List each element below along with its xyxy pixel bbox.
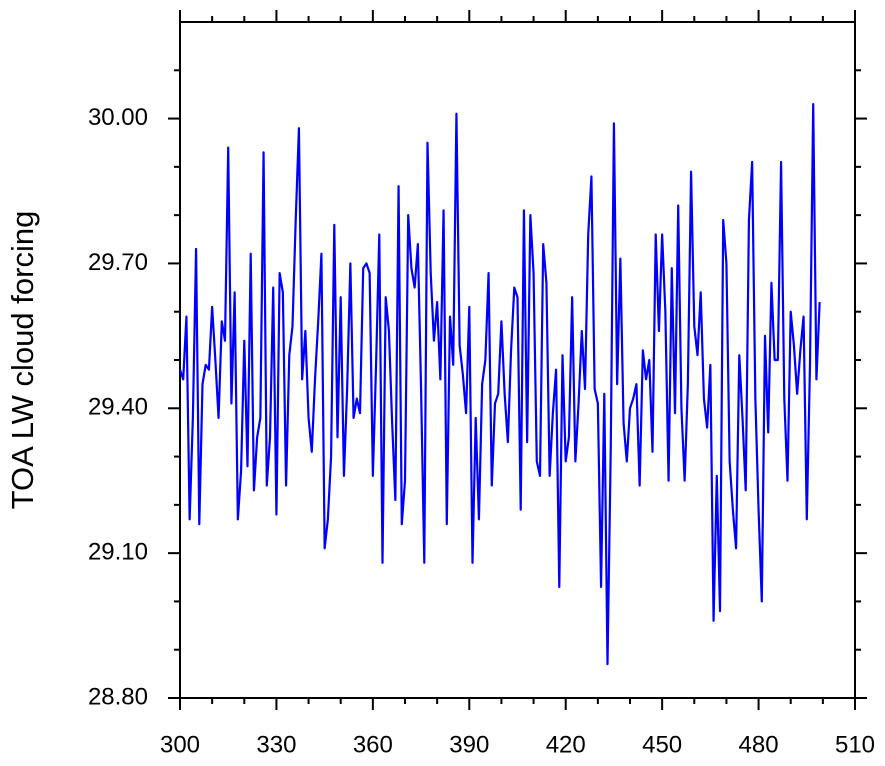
y-tick-label: 29.70 [88,249,148,276]
x-tick-label: 480 [739,731,779,758]
y-axis-label: TOA LW cloud forcing [5,211,40,510]
y-tick-label: 29.10 [88,538,148,565]
y-tick-label: 30.00 [88,104,148,131]
y-tick-label: 29.40 [88,394,148,421]
x-tick-label: 300 [160,731,200,758]
x-tick-label: 360 [353,731,393,758]
x-tick-label: 330 [256,731,296,758]
y-tick-label: 28.80 [88,683,148,710]
x-tick-label: 420 [546,731,586,758]
x-tick-label: 510 [835,731,875,758]
x-tick-label: 450 [642,731,682,758]
data-line [178,102,821,666]
x-tick-label: 390 [449,731,489,758]
